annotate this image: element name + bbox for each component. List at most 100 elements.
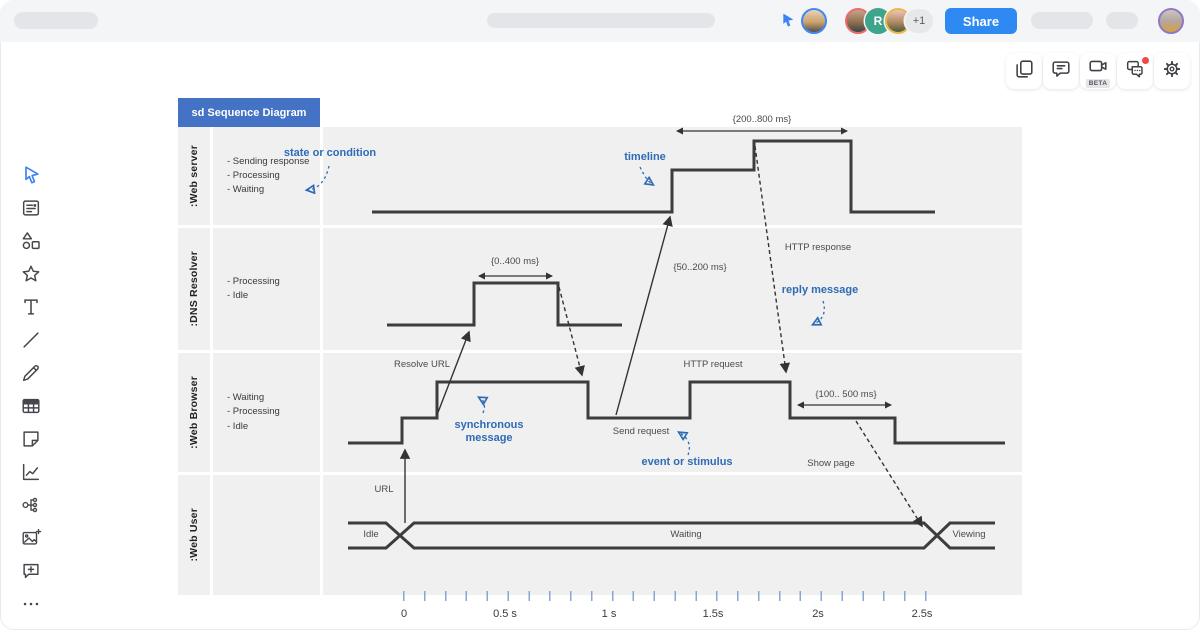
message-label[interactable]: Send request — [612, 426, 670, 437]
comments-button[interactable] — [1043, 53, 1079, 89]
lane-name-cell[interactable]: :DNS Resolver — [178, 228, 210, 350]
select-tool-icon — [20, 164, 42, 191]
diagram-canvas[interactable]: sd Sequence Diagram :Web server - Sendin… — [0, 42, 1200, 630]
lane-name: :Web server — [188, 144, 200, 208]
axis-tick-label[interactable]: 1 s — [601, 608, 617, 620]
chat-button[interactable] — [1117, 53, 1153, 89]
message-label[interactable]: HTTP response — [784, 242, 852, 253]
pages-button[interactable] — [1006, 53, 1042, 89]
sticky-note-tool-button[interactable] — [18, 430, 44, 452]
settings-button[interactable] — [1154, 53, 1190, 89]
comment-icon — [1050, 58, 1072, 85]
lane-web-user[interactable]: :Web User — [178, 475, 1022, 595]
time-axis-ticks[interactable] — [403, 591, 927, 601]
beta-badge: BETA — [1085, 79, 1111, 88]
lane-states-cell[interactable]: - Sending response - Processing - Waitin… — [213, 127, 320, 225]
sticky-note-icon — [20, 428, 42, 455]
duration-label[interactable]: {200..800 ms} — [732, 114, 792, 125]
annotation-reply-message[interactable]: reply message — [781, 284, 859, 296]
axis-tick-label[interactable]: 2s — [812, 608, 824, 620]
pages-icon — [1013, 58, 1035, 85]
add-image-icon — [20, 527, 42, 554]
message-label[interactable]: HTTP request — [683, 359, 743, 370]
user-avatar[interactable] — [1158, 8, 1184, 34]
axis-tick-label[interactable]: 0 — [400, 608, 408, 620]
stickers-tool-button[interactable] — [18, 265, 44, 287]
lane-name: :Web User — [188, 508, 200, 562]
more-tools-button[interactable] — [18, 595, 44, 617]
lane-wave-cell[interactable] — [323, 353, 1022, 472]
lane-states-cell[interactable]: - Waiting - Processing - Idle — [213, 353, 320, 472]
message-label[interactable]: URL — [374, 484, 394, 495]
text-tool-button[interactable] — [18, 298, 44, 320]
lane-web-server[interactable]: :Web server - Sending response - Process… — [178, 127, 1022, 225]
lane-wave-cell[interactable] — [323, 127, 1022, 225]
live-cursor-icon — [780, 12, 796, 33]
select-tool-button[interactable] — [18, 164, 44, 191]
collaborator-avatar[interactable] — [801, 8, 827, 34]
table-icon — [20, 395, 42, 422]
pencil-tool-button[interactable] — [18, 364, 44, 386]
lane-states: - Waiting - Processing - Idle — [227, 392, 280, 432]
lane-name-cell[interactable]: :Web User — [178, 475, 210, 595]
annotation-timeline[interactable]: timeline — [624, 151, 666, 163]
tool-sidebar — [18, 164, 44, 617]
flowchart-icon — [20, 494, 42, 521]
flowchart-tool-button[interactable] — [18, 496, 44, 518]
message-label[interactable]: Show page — [807, 458, 855, 469]
annotation-synchronous-message[interactable]: synchronous message — [454, 419, 524, 445]
pencil-icon — [20, 362, 42, 389]
add-comment-tool-button[interactable] — [18, 562, 44, 584]
more-collaborators-badge[interactable]: +1 — [905, 9, 933, 33]
table-tool-button[interactable] — [18, 397, 44, 419]
shapes-tool-button[interactable] — [18, 230, 44, 257]
video-camera-icon — [1087, 55, 1109, 87]
topbar-placeholder[interactable] — [1106, 12, 1138, 29]
state-label[interactable]: Waiting — [670, 529, 702, 540]
lane-name-cell[interactable]: :Web Browser — [178, 353, 210, 472]
avatar-initial: R — [873, 14, 883, 28]
add-comment-icon — [20, 560, 42, 587]
lane-wave-cell[interactable] — [323, 228, 1022, 350]
image-tool-button[interactable] — [18, 527, 44, 554]
lane-name: :Web Browser — [188, 376, 200, 449]
video-call-button[interactable]: BETA — [1080, 53, 1116, 89]
notes-tool-button[interactable] — [18, 199, 44, 221]
message-label[interactable]: Resolve URL — [394, 359, 450, 370]
line-tool-icon — [20, 329, 42, 356]
canvas-toolbar: BETA — [1006, 53, 1190, 89]
axis-tick-label[interactable]: 0.5 s — [493, 608, 517, 620]
star-icon — [20, 263, 42, 290]
chart-tool-button[interactable] — [18, 463, 44, 485]
duration-label[interactable]: {50..200 ms} — [673, 262, 727, 273]
overflow-count: +1 — [912, 15, 926, 27]
sequence-diagram-header[interactable]: sd Sequence Diagram — [178, 98, 320, 127]
text-tool-icon — [20, 296, 42, 323]
axis-tick-label[interactable]: 2.5s — [911, 608, 933, 620]
chart-icon — [20, 461, 42, 488]
duration-label[interactable]: {0..400 ms} — [490, 256, 540, 267]
app-menu-placeholder[interactable] — [14, 12, 98, 29]
lane-web-browser[interactable]: :Web Browser - Waiting - Processing - Id… — [178, 353, 1022, 472]
duration-label[interactable]: {100.. 500 ms} — [815, 389, 877, 400]
lane-states-cell[interactable]: - Processing - Idle — [213, 228, 320, 350]
share-button[interactable]: Share — [945, 8, 1017, 34]
line-tool-button[interactable] — [18, 331, 44, 353]
lane-states: - Processing - Idle — [227, 275, 280, 301]
state-label[interactable]: Idle — [363, 529, 379, 540]
axis-tick-label[interactable]: 1.5s — [702, 608, 724, 620]
topbar-placeholder[interactable] — [1031, 12, 1093, 29]
lane-states-cell[interactable] — [213, 475, 320, 595]
more-dots-icon — [20, 593, 42, 620]
notes-icon — [20, 197, 42, 224]
annotation-state-or-condition[interactable]: state or condition — [283, 147, 377, 159]
top-bar: R +1 Share — [0, 0, 1200, 42]
annotation-event-or-stimulus[interactable]: event or stimulus — [641, 456, 733, 468]
state-label[interactable]: Viewing — [952, 529, 986, 540]
shapes-icon — [20, 230, 42, 257]
document-title-placeholder[interactable] — [487, 13, 715, 28]
notification-dot — [1142, 57, 1149, 64]
lane-name-cell[interactable]: :Web server — [178, 127, 210, 225]
lane-dns-resolver[interactable]: :DNS Resolver - Processing - Idle — [178, 228, 1022, 350]
